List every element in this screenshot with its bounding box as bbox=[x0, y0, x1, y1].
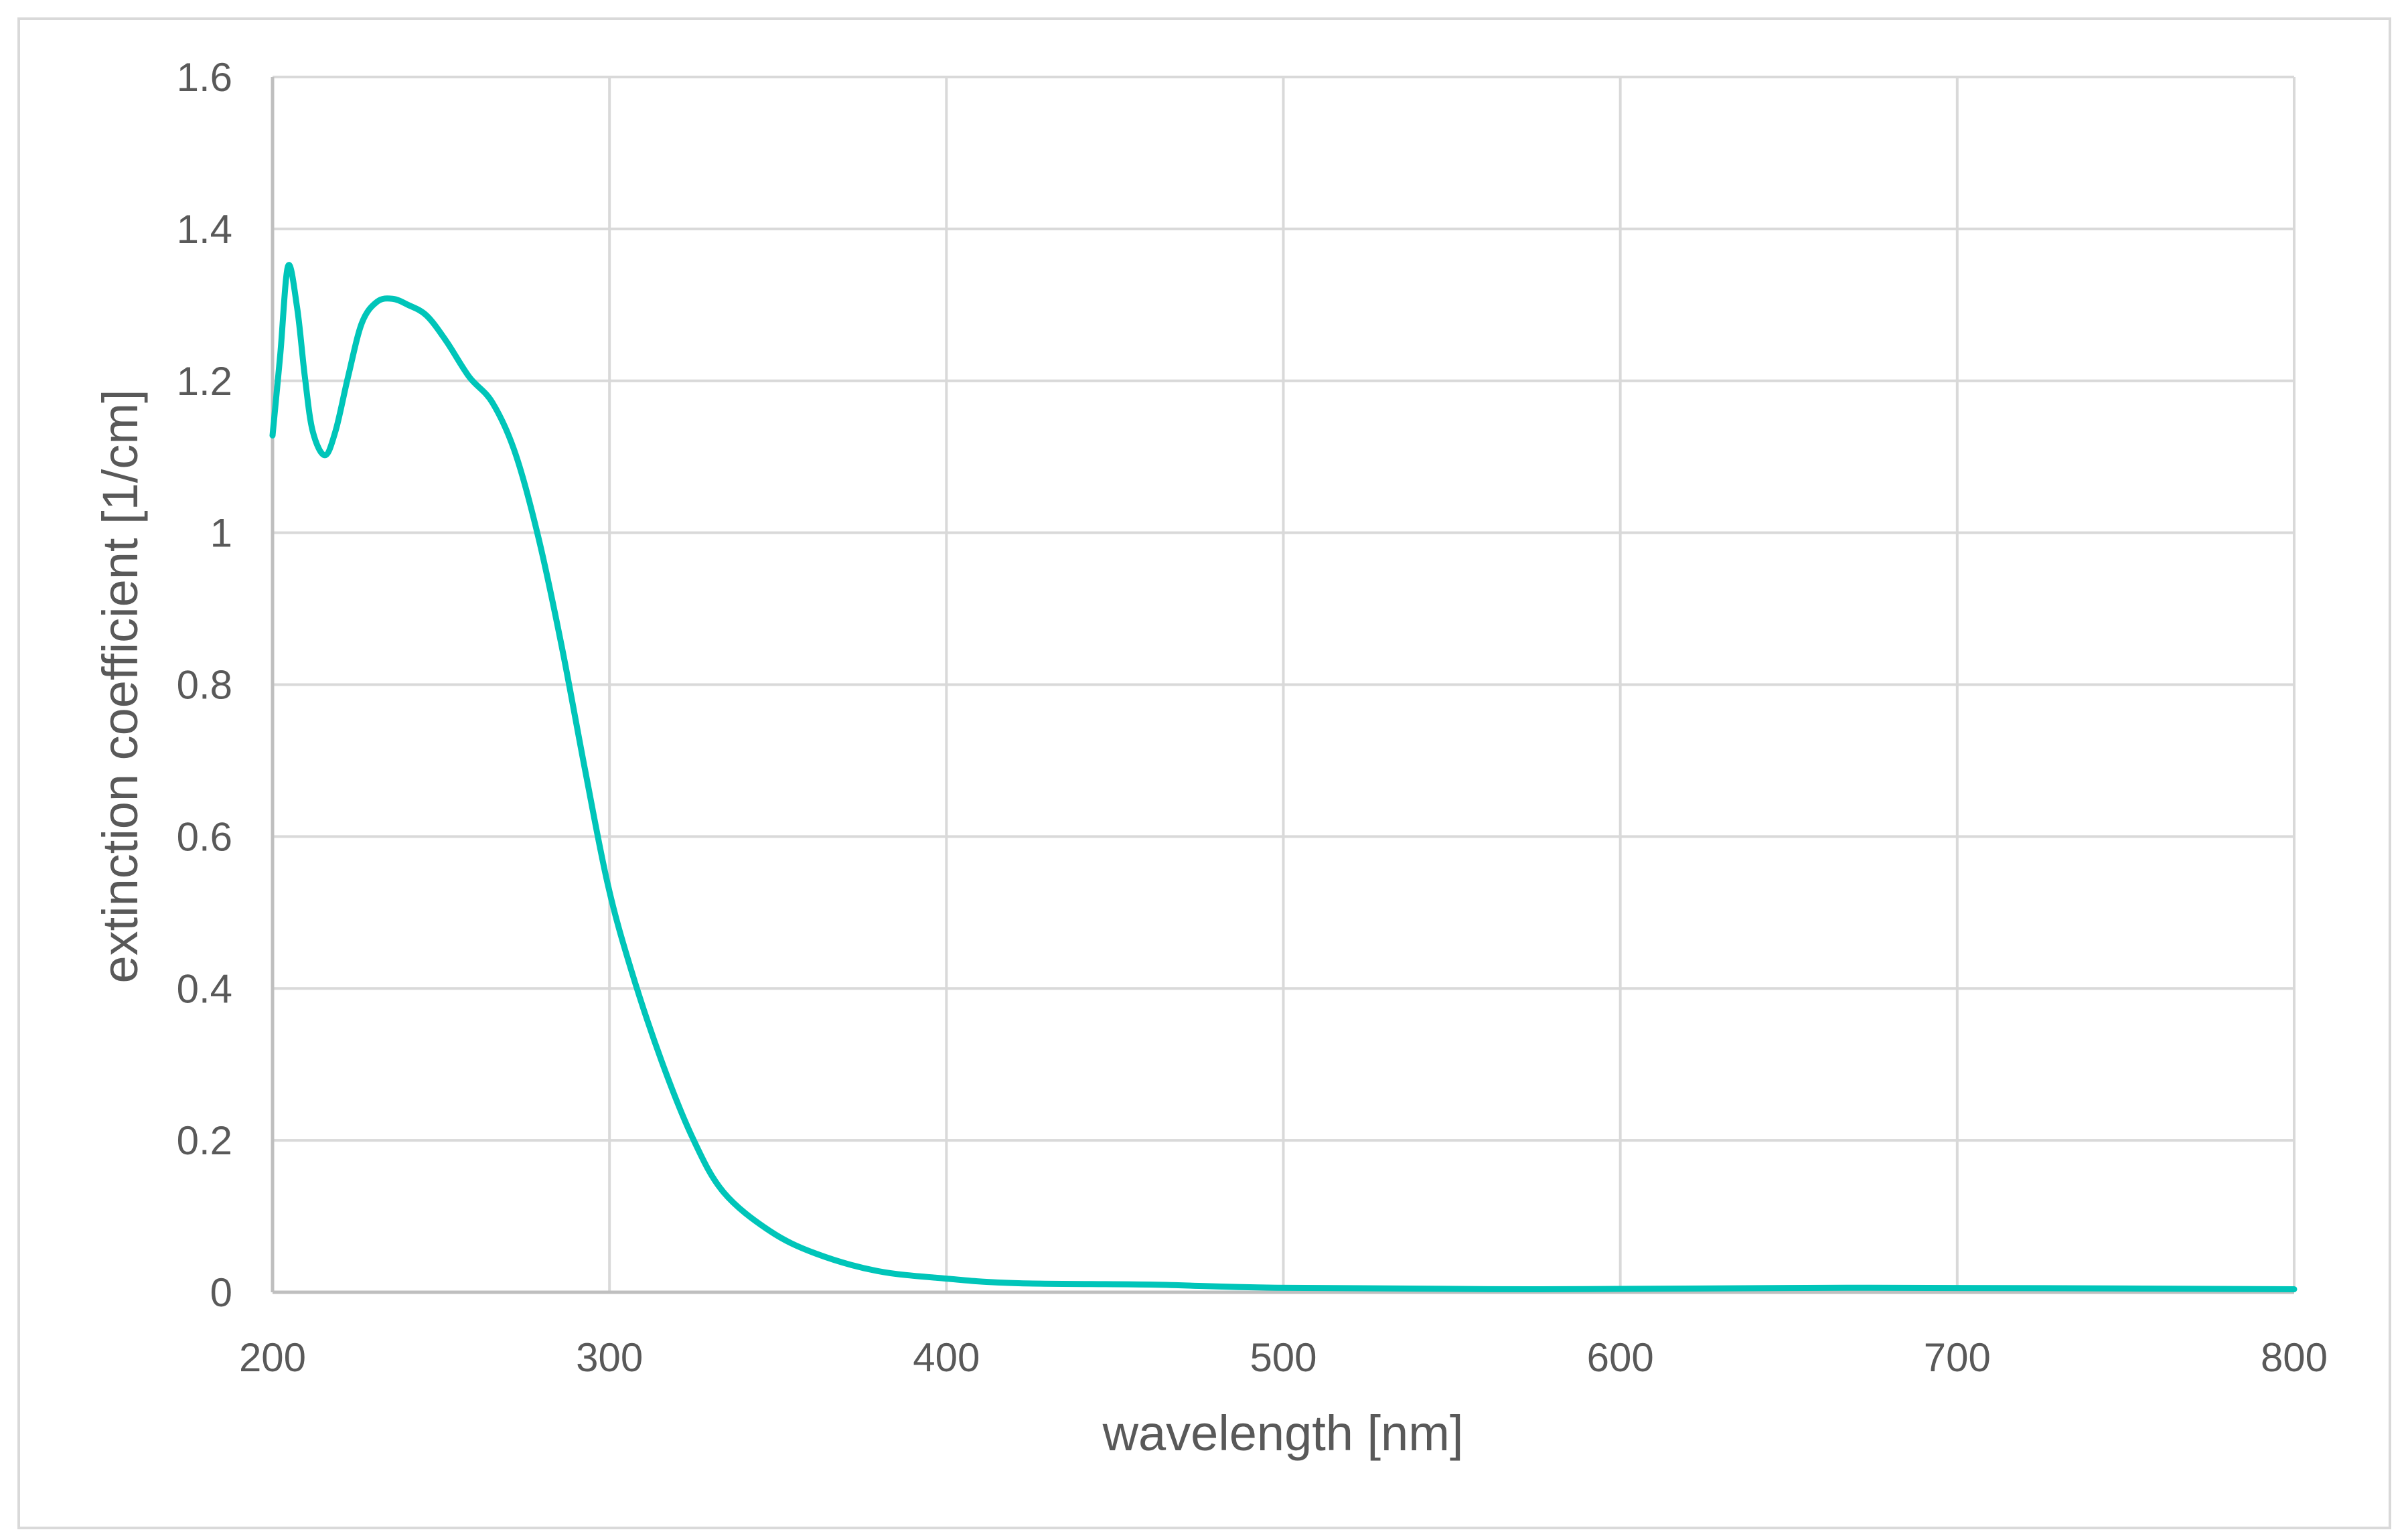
y-tick-label: 1.4 bbox=[177, 207, 232, 252]
y-tick-label: 1 bbox=[210, 511, 232, 556]
y-tick-labels: 0 0.2 0.4 0.6 0.8 1 1.2 1.4 1.6 bbox=[177, 55, 232, 1315]
y-tick-label: 0.6 bbox=[177, 814, 232, 859]
y-tick-label: 0.4 bbox=[177, 966, 232, 1011]
series-line bbox=[269, 262, 2298, 1292]
x-tick-label: 200 bbox=[239, 1335, 306, 1380]
y-tick-label: 0 bbox=[210, 1270, 232, 1315]
chart-border bbox=[17, 17, 2391, 1529]
y-tick-label: 1.6 bbox=[177, 55, 232, 100]
y-tick-label: 0.2 bbox=[177, 1118, 232, 1163]
x-tick-labels: 200 300 400 500 600 700 800 bbox=[239, 1335, 2328, 1380]
x-tick-label: 700 bbox=[1924, 1335, 1991, 1380]
gridlines bbox=[273, 76, 2296, 1292]
x-tick-label: 300 bbox=[576, 1335, 643, 1380]
y-axis-title: extinction coefficient [1/cm] bbox=[92, 389, 148, 983]
axes bbox=[271, 77, 2294, 1294]
x-axis-title: wavelength [nm] bbox=[1102, 1405, 1464, 1461]
y-tick-label: 1.2 bbox=[177, 359, 232, 404]
x-tick-label: 400 bbox=[913, 1335, 980, 1380]
x-tick-label: 600 bbox=[1587, 1335, 1654, 1380]
y-tick-label: 0.8 bbox=[177, 663, 232, 708]
x-tick-label: 500 bbox=[1250, 1335, 1316, 1380]
x-tick-label: 800 bbox=[2261, 1335, 2328, 1380]
